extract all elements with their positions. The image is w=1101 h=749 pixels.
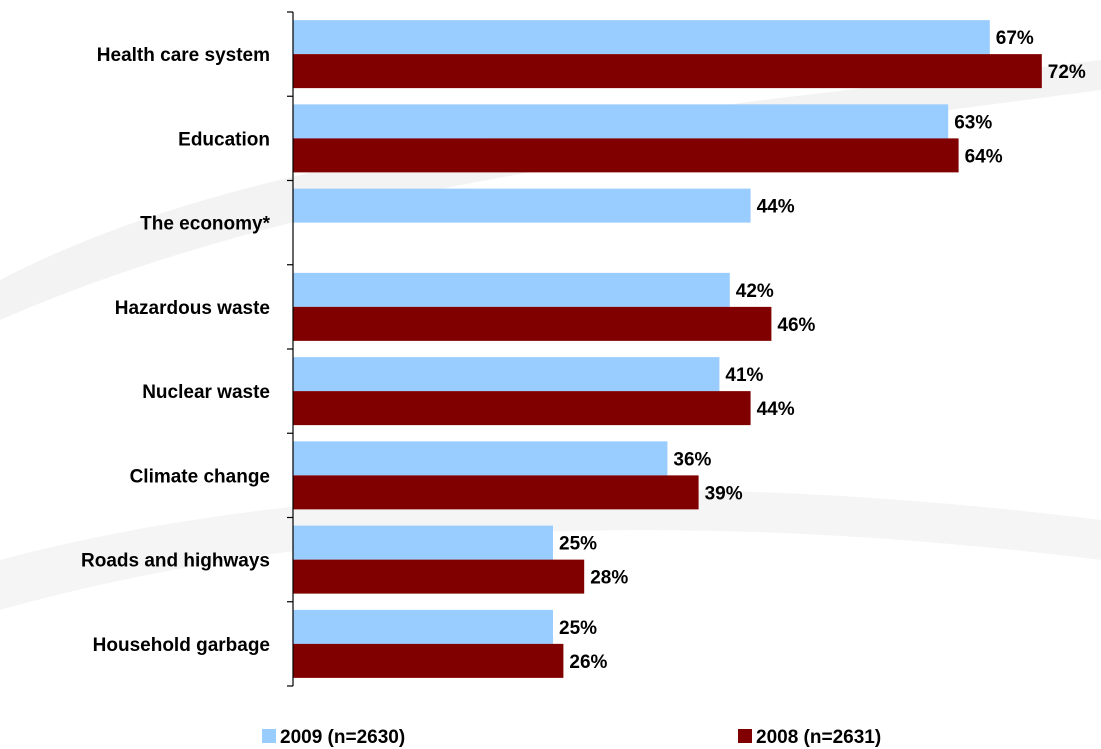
bar-2008 [293,475,699,510]
legend-swatch-2009 [262,729,276,743]
data-label: 25% [559,534,597,555]
bar-2009 [293,525,553,560]
legend-label-2009: 2009 (n=2630) [280,727,405,748]
bar-2008 [293,643,564,678]
data-label: 36% [673,449,711,470]
category-label: Nuclear waste [142,382,270,403]
category-label: Household garbage [93,635,270,656]
data-label: 44% [757,197,795,218]
data-label: 63% [954,112,992,133]
legend-swatch-2008 [738,729,752,743]
labels-layer: 67% 72% 63% 64% 44% 42%46% 41% 44% 36% 39% 25% 28% 2… [559,28,1086,673]
category-label: Hazardous waste [115,298,270,319]
bar-2008 [293,559,585,594]
data-label: 44% [757,399,795,420]
category-label: The economy* [140,214,270,235]
category-axis: Health care system Education The economy* H… [81,11,294,687]
data-label: 46% [777,315,815,336]
data-label: 25% [559,618,597,639]
data-label: 67% [996,28,1034,49]
bar-2009 [293,357,720,392]
data-label: 42% [736,281,774,302]
category-label: Climate change [130,466,270,487]
bar-2009 [293,20,990,55]
bar-2009 [293,188,751,223]
data-label: 28% [590,568,628,589]
bar-2008 [293,138,959,173]
data-label: 26% [569,652,607,673]
category-label: Health care system [97,45,270,66]
bar-2008 [293,306,772,341]
data-label: 39% [705,483,743,504]
category-label: Roads and highways [81,551,270,572]
data-label: 64% [965,146,1003,167]
legend-label-2008: 2008 (n=2631) [756,727,881,748]
bar-2009 [293,272,730,307]
category-label: Education [178,129,270,150]
bar-2008 [293,54,1042,89]
bar-2009 [293,441,668,476]
bars-layer [293,20,1042,678]
bar-2009 [293,609,553,644]
bar-2009 [293,104,949,139]
background-swoosh [0,489,1101,610]
legend: 2009 (n=2630) 2008 (n=2631) [262,727,881,748]
bar-2008 [293,391,751,426]
data-label: 72% [1048,62,1086,83]
data-label: 41% [725,365,763,386]
